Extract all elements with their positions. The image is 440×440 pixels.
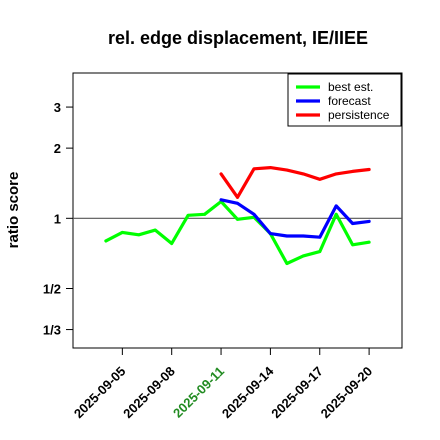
y-tick-label: 1/2 [43,281,61,296]
x-tick-label: 2025-09-11 [170,364,227,421]
data-point-best-est [153,228,157,232]
y-tick-label: 2 [54,141,61,156]
data-point-forecast [269,232,272,235]
data-point-persistence [236,195,239,199]
x-tick-label: 2025-09-20 [318,364,376,422]
legend-label-best-est: best est. [328,80,373,94]
series-line-persistence [219,166,371,199]
data-point-persistence [367,168,371,171]
x-tick-label: 2025-09-14 [219,363,277,421]
data-point-best-est [301,254,305,258]
data-point-best-est [170,242,174,245]
data-point-forecast [351,222,355,225]
data-point-best-est [186,213,190,217]
y-tick-label: 1/3 [43,323,61,338]
data-point-forecast [301,234,305,238]
legend-label-persistence: persistence [328,108,390,122]
data-point-persistence [252,167,256,171]
data-point-forecast [318,235,322,239]
plot-frame [72,72,403,349]
data-point-forecast [334,204,338,208]
chart-title: rel. edge displacement, IE/IIEE [108,28,368,48]
data-point-forecast [219,198,223,202]
data-point-best-est [203,212,207,216]
data-point-persistence [301,172,305,176]
data-point-best-est [104,239,108,243]
data-point-forecast [285,234,289,238]
data-point-best-est [351,243,355,247]
x-tick-label: 2025-09-08 [120,364,178,422]
legend-label-forecast: forecast [328,94,371,108]
series-line-forecast [219,198,371,239]
y-tick-label: 3 [54,100,61,115]
data-point-best-est [318,250,322,253]
data-point-best-est [236,217,239,221]
data-point-persistence [334,172,338,176]
data-point-forecast [367,219,371,223]
data-point-persistence [351,169,355,173]
data-point-persistence [318,177,322,181]
data-point-best-est [120,231,124,234]
data-point-persistence [269,166,272,170]
series-line-best-est [104,199,371,266]
data-point-persistence [285,168,289,172]
data-point-forecast [236,201,239,205]
data-point-best-est [285,262,289,265]
x-tick-label: 2025-09-17 [268,364,326,422]
data-point-best-est [137,233,141,237]
x-tick-label: 2025-09-05 [71,364,129,422]
y-tick-label: 1 [54,211,61,226]
data-point-best-est [334,212,338,216]
data-point-forecast [252,212,256,216]
data-point-best-est [367,240,371,244]
data-point-persistence [219,172,223,176]
y-axis-label: ratio score [5,172,22,249]
